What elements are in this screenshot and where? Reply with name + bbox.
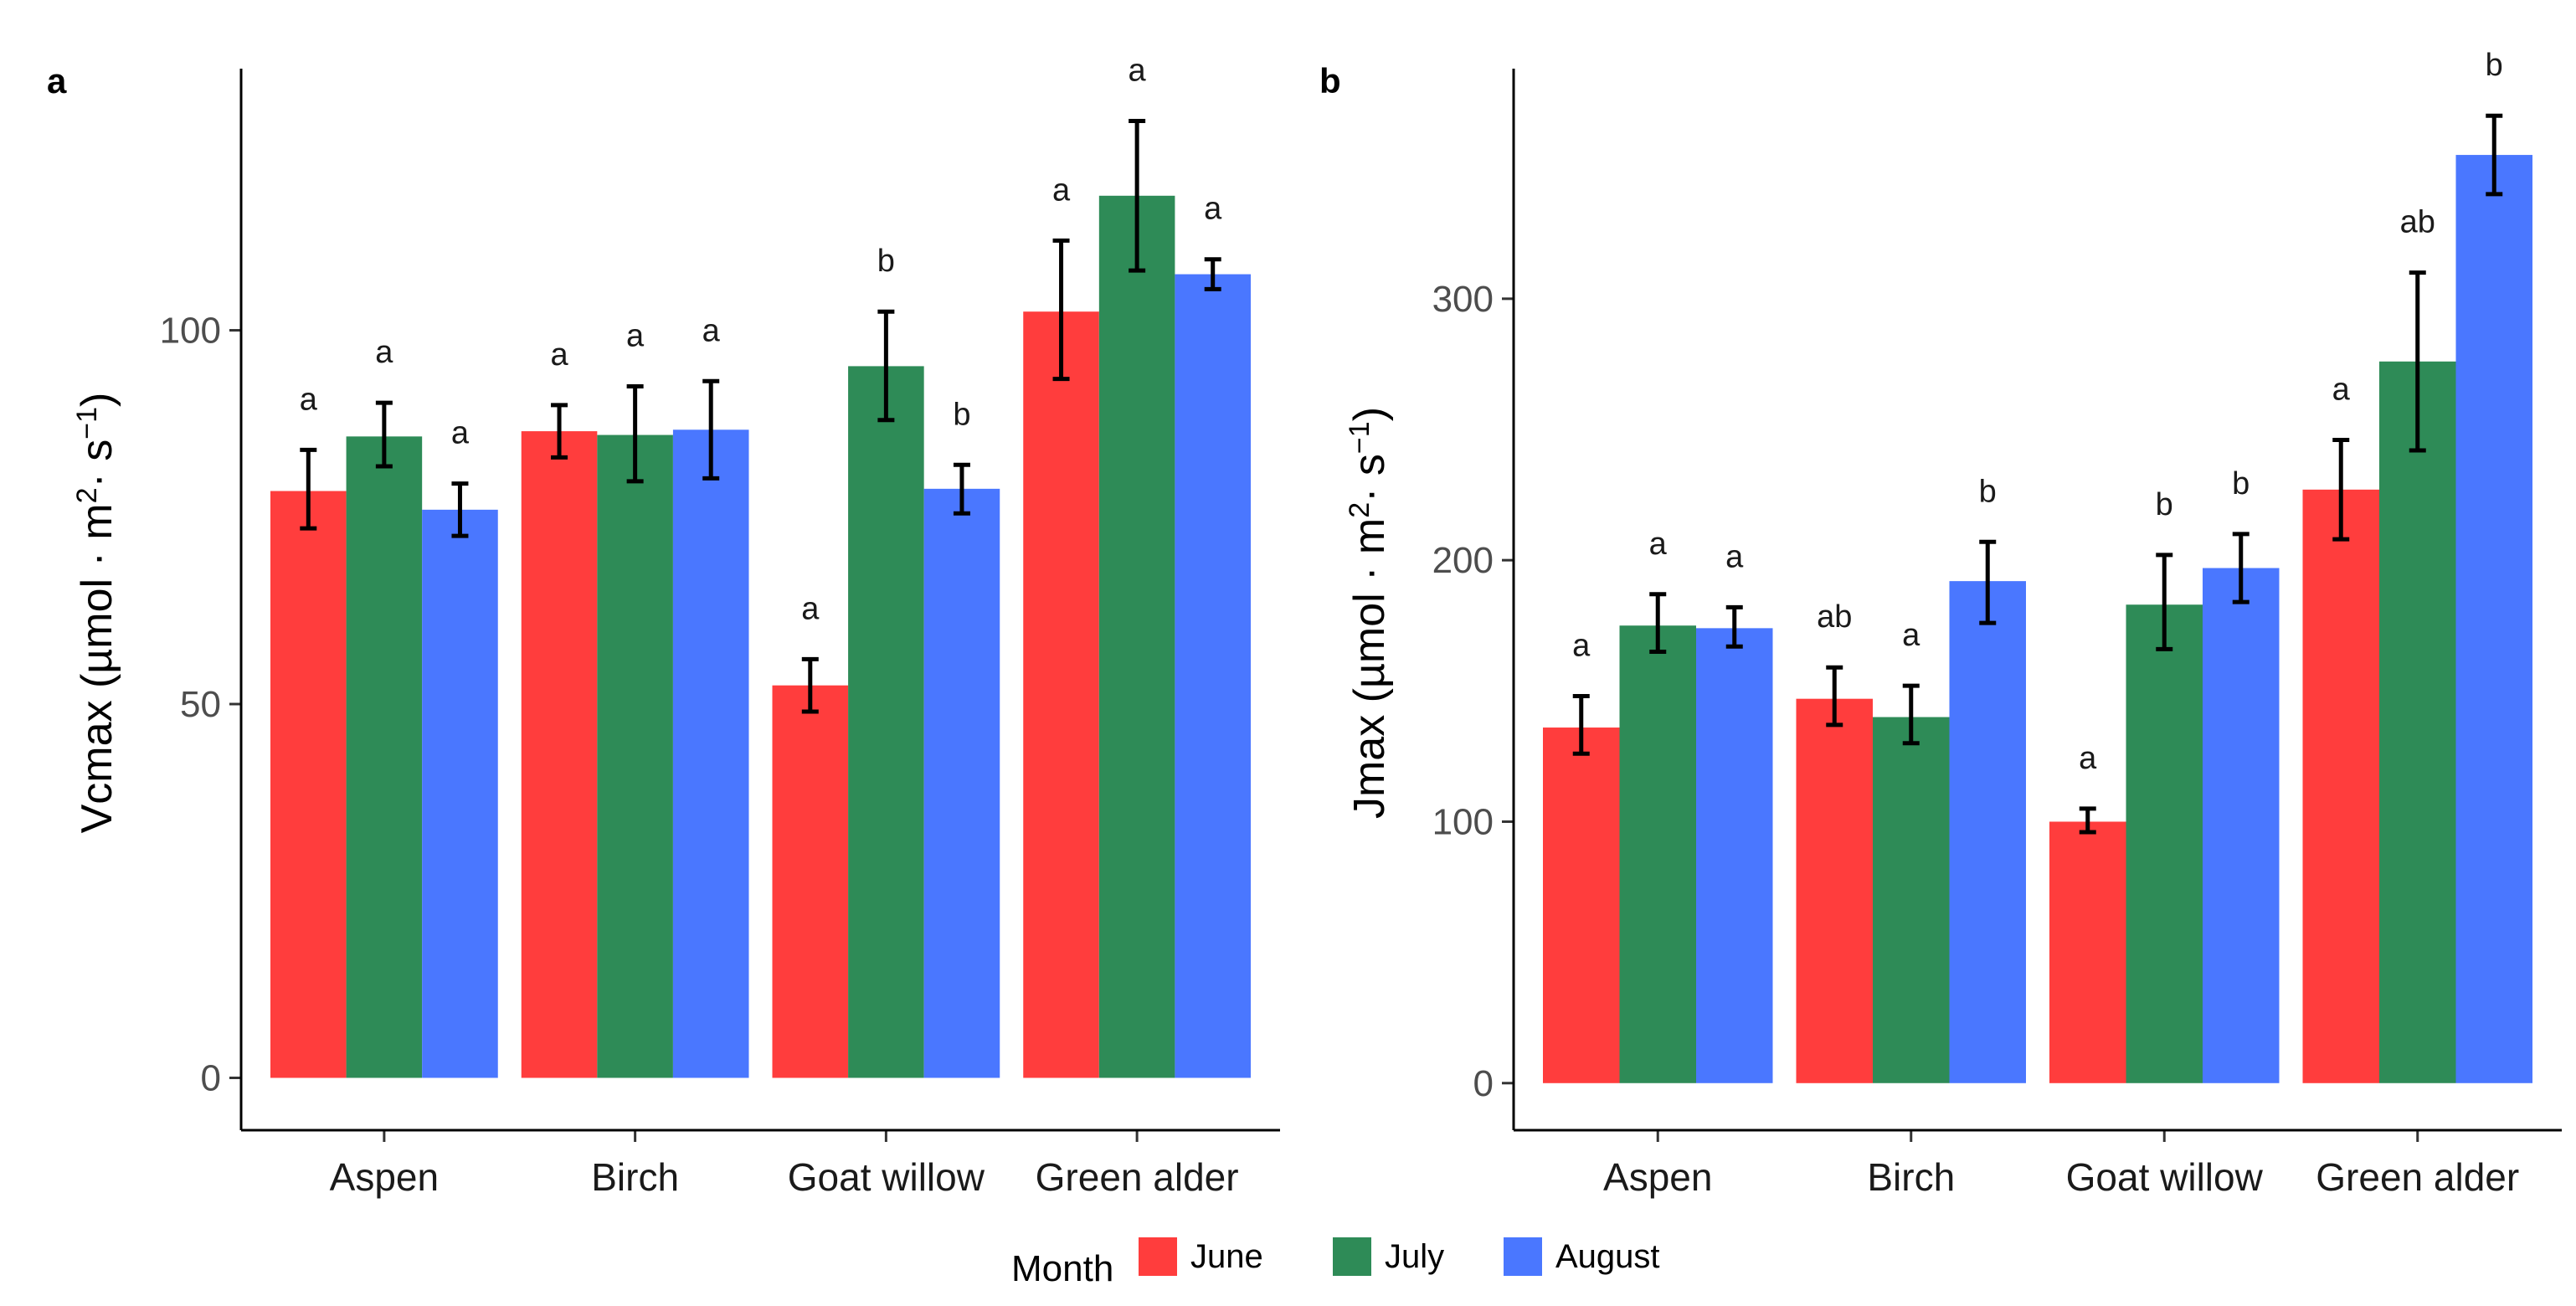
panel-a-vcmax: a Vcmax (µmol · m2· s−1) 0 50 100 a a a a a a a b… [47,54,1280,1199]
significance-letter: b [2486,48,2503,83]
bar [597,434,673,1078]
bar [1023,311,1099,1078]
bar [1949,581,2026,1083]
panel-b-y-ticks: 0 100 200 300 [1432,279,1514,1104]
bar [521,431,598,1078]
bar [2049,821,2126,1083]
significance-letter: ab [2400,205,2435,240]
significance-letter: a [1204,192,1222,227]
panel-a-letter: a [47,61,67,100]
bar [1175,274,1251,1078]
y-tick-label: 50 [180,684,221,725]
bar [346,436,423,1078]
x-tick-label: Birch [591,1155,679,1199]
significance-letter: b [2232,466,2250,501]
legend-label: July [1385,1238,1444,1275]
bar [2126,604,2203,1083]
bar [1796,698,1873,1083]
panel-b-bars [1543,155,2532,1083]
significance-letter: a [1725,539,1744,574]
significance-letter: a [702,313,721,348]
legend-label: June [1190,1238,1263,1275]
significance-letter: a [1902,618,1920,653]
significance-letter: a [1572,629,1591,664]
panel-a-x-tick-labels: Aspen Birch Goat willow Green alder [330,1130,1239,1199]
significance-letter: a [1129,54,1147,89]
significance-letter: a [300,382,318,417]
bar [2203,568,2280,1083]
panel-a-y-ticks: 0 50 100 [160,311,241,1098]
significance-letter: b [877,244,895,279]
y-tick-label: 0 [1473,1063,1494,1104]
y-tick-label: 300 [1432,279,1494,320]
bar [422,509,498,1078]
bar [672,429,749,1078]
bar [772,685,849,1078]
x-tick-label: Goat willow [788,1155,985,1199]
legend-key-june [1139,1237,1177,1276]
significance-letter: a [451,416,470,451]
y-tick-label: 100 [160,311,221,352]
panel-a-bars [270,195,1251,1078]
panel-b-error-bars [1572,113,2503,835]
significance-letter: a [2079,741,2097,776]
significance-letter: a [375,335,393,370]
significance-letter: a [550,337,568,373]
x-tick-label: Green alder [1036,1155,1239,1199]
significance-letter: a [801,591,820,626]
significance-letter: a [626,319,645,354]
x-tick-label: Aspen [330,1155,439,1199]
bar [1873,717,1950,1083]
panel-b-letter: b [1319,61,1341,100]
bar [1696,628,1773,1083]
bar [848,366,924,1078]
bar [2455,155,2532,1083]
bar [923,488,1000,1078]
significance-letter: b [953,397,970,432]
bar [2379,361,2456,1083]
bar [270,491,347,1078]
significance-letter: a [1649,527,1668,562]
y-tick-label: 0 [201,1057,221,1098]
bar [2302,489,2379,1083]
panel-a-significance-letters: a a a a a a a b b a a a [300,54,1222,627]
bar [1098,195,1175,1078]
legend-label: August [1555,1238,1660,1275]
x-tick-label: Birch [1867,1155,1955,1199]
significance-letter: ab [1817,599,1852,635]
x-tick-label: Goat willow [2066,1155,2264,1199]
panel-b-x-tick-labels: Aspen Birch Goat willow Green alder [1603,1130,2519,1199]
y-tick-label: 100 [1432,801,1494,842]
x-tick-label: Green alder [2316,1155,2519,1199]
legend-key-august [1504,1237,1542,1276]
y-tick-label: 200 [1432,540,1494,581]
legend-title: Month [1011,1248,1113,1289]
panel-b-y-axis-title: Jmax (µmol · m2· s−1) [1344,407,1394,819]
x-tick-label: Aspen [1603,1155,1712,1199]
bar [1543,728,1620,1083]
significance-letter: b [1979,474,1997,509]
significance-letter: a [2332,372,2351,407]
panel-a-y-axis-title: Vcmax (µmol · m2· s−1) [71,393,121,834]
bar [1619,625,1696,1083]
significance-letter: a [1052,172,1071,208]
significance-letter: b [2156,487,2173,522]
legend-key-july [1333,1237,1371,1276]
legend: Month June July August [1011,1237,1660,1289]
panel-a-error-bars [300,119,1221,714]
